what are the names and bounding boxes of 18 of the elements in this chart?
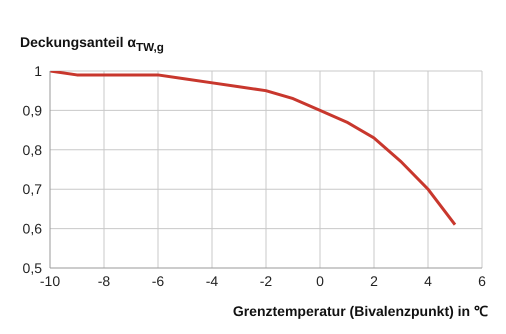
x-tick-label: -2 (260, 272, 272, 289)
x-tick-label: 2 (370, 272, 378, 289)
y-axis-title: Deckungsanteil α$_{TW,g}$ (20, 34, 164, 54)
y-tick-label: 1 (34, 62, 42, 79)
x-tick-label: -6 (152, 272, 164, 289)
line-series (50, 71, 456, 226)
x-axis-title: Grenztemperatur (Bivalenzpunkt) in ℃ (232, 302, 488, 320)
y-tick-label: 0,5 (22, 260, 42, 276)
y-tick-label: 0,8 (22, 142, 42, 158)
y-tick-label: 0,7 (22, 181, 42, 198)
x-tick-label: 6 (478, 272, 486, 289)
x-tick-label: -4 (206, 272, 218, 289)
y-tick-label: 0,9 (22, 102, 42, 118)
x-tick-label: 0 (316, 272, 324, 289)
x-tick-label: -8 (98, 272, 110, 289)
x-tick-label: -10 (40, 272, 60, 289)
x-tick-label: 4 (424, 272, 432, 289)
y-tick-label: 0,6 (22, 220, 42, 237)
